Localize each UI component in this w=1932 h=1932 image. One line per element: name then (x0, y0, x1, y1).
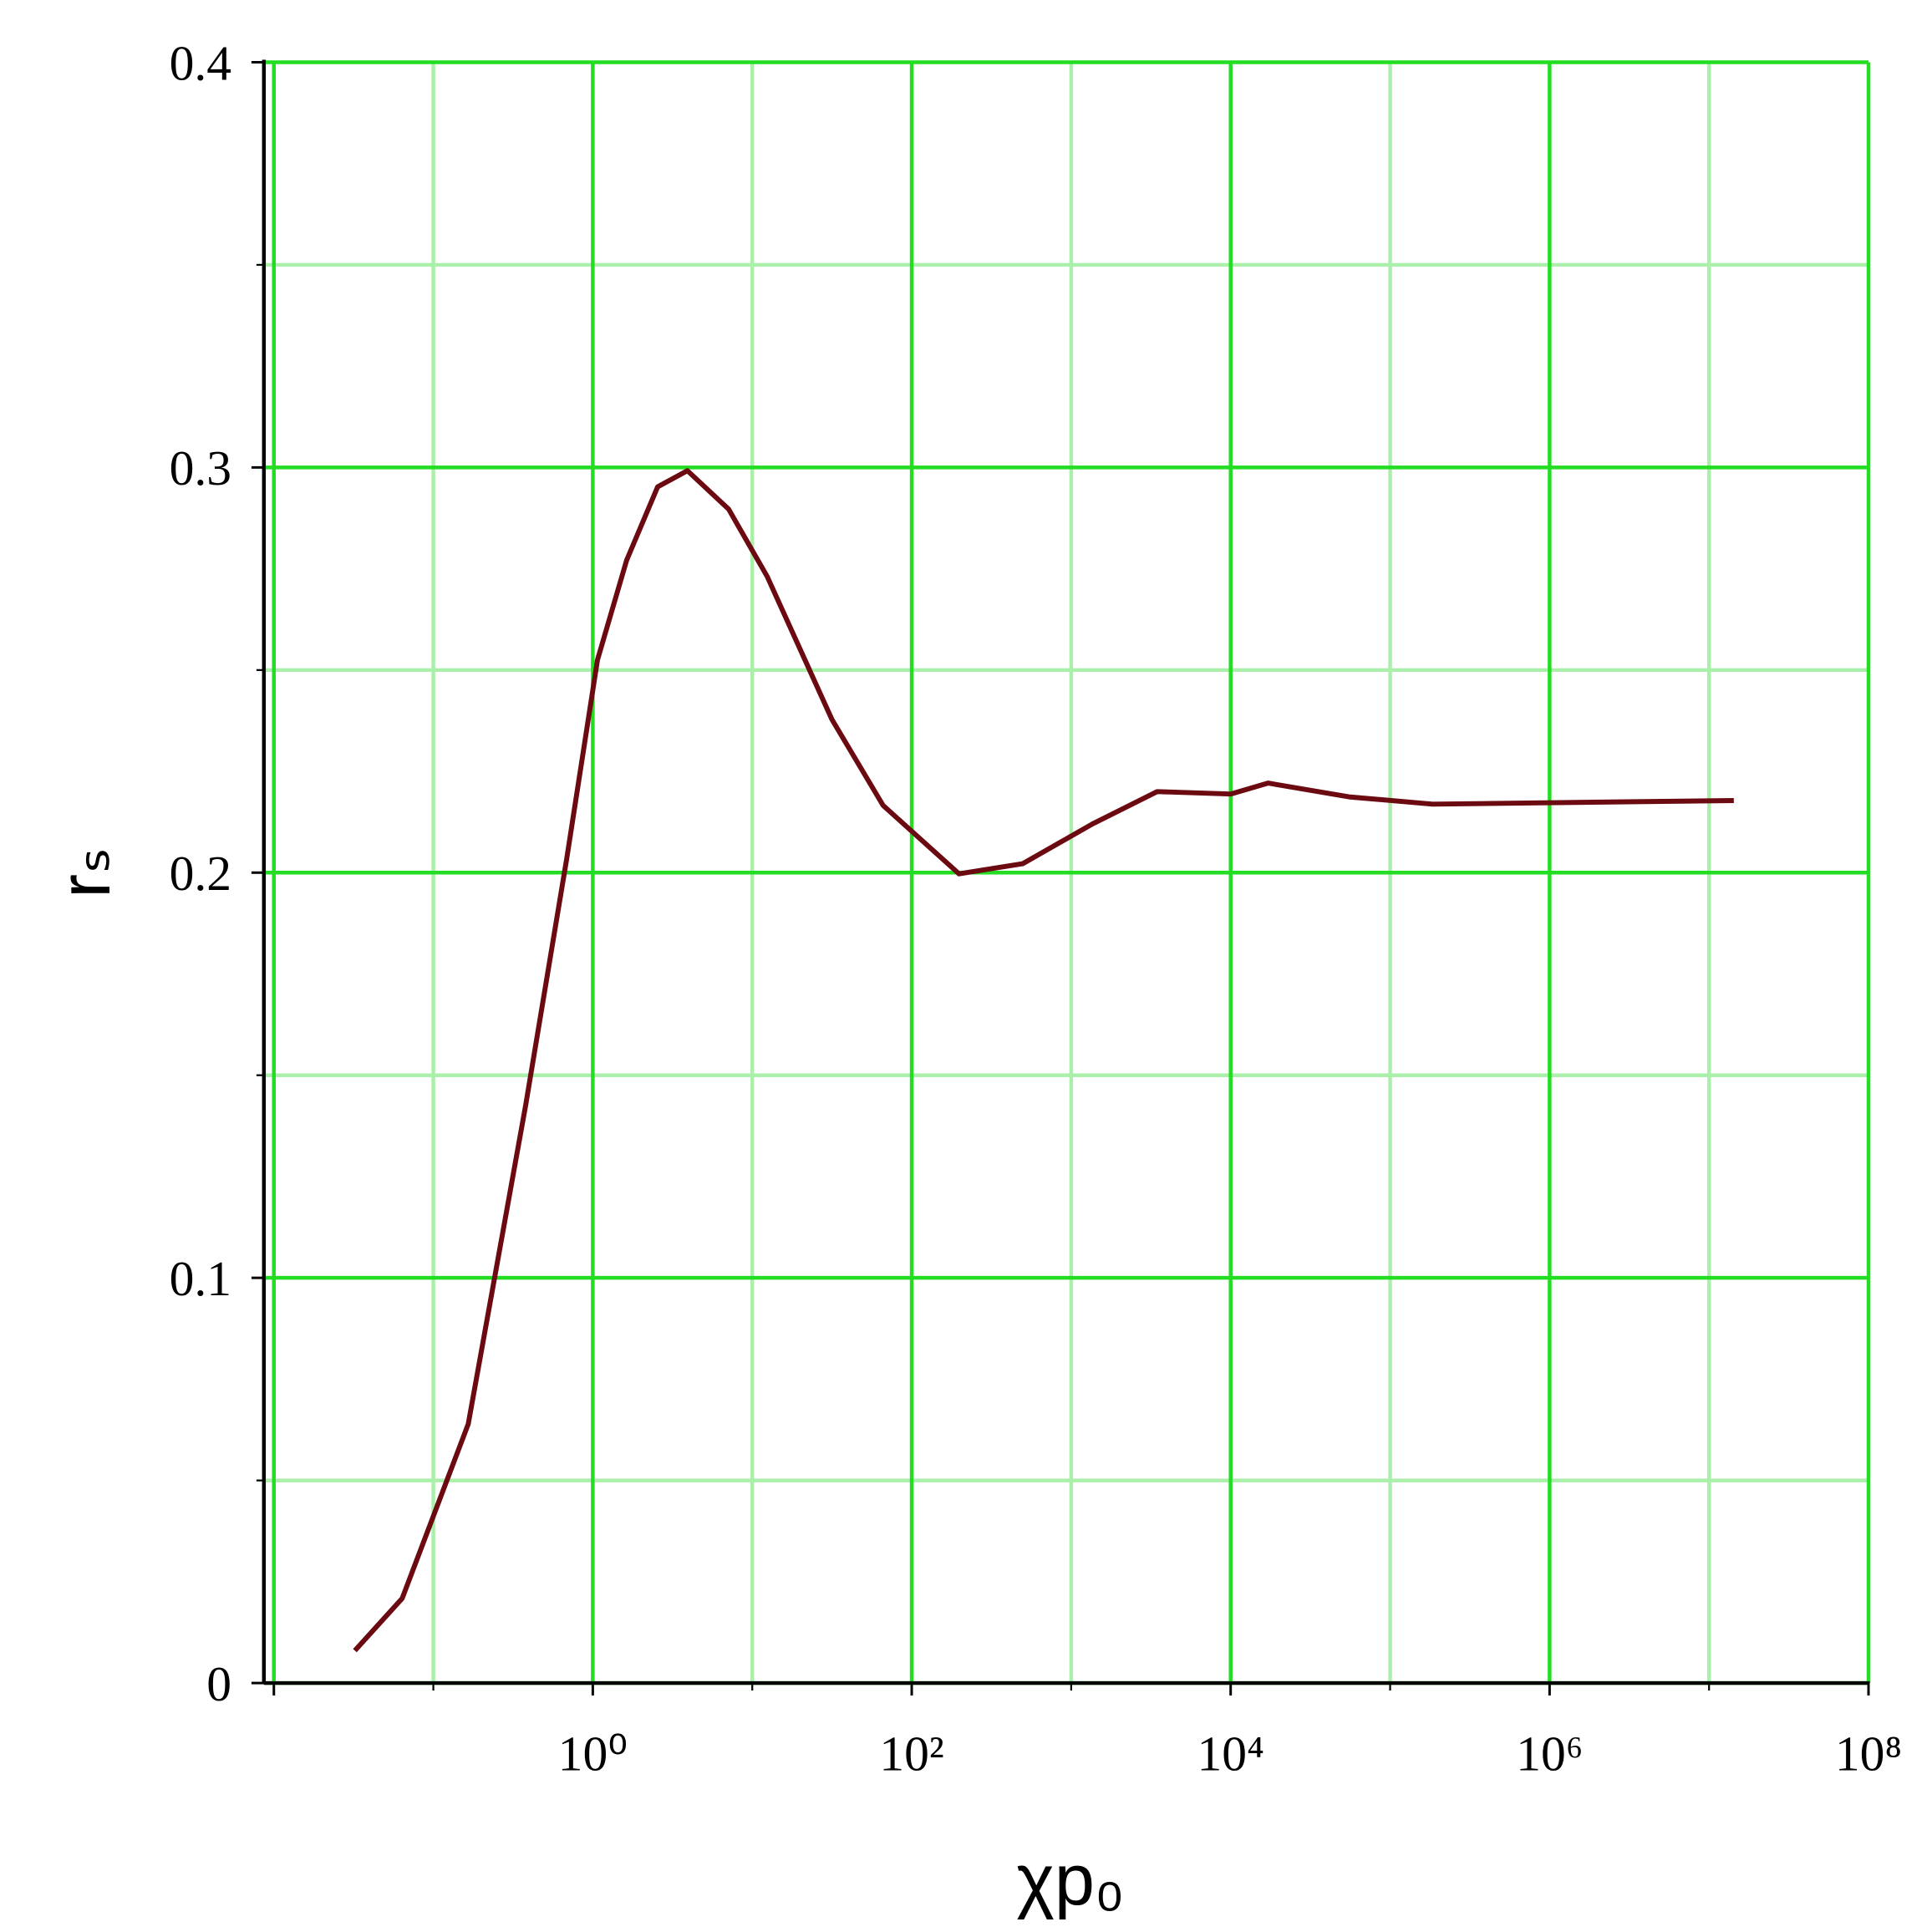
x-tick-label: 10⁸ (1835, 1726, 1902, 1781)
x-tick-label: 10⁰ (558, 1726, 628, 1781)
x-tick-label: 10² (879, 1726, 943, 1781)
data-line (353, 468, 1734, 1653)
x-axis-label: χp₀ (1017, 1840, 1125, 1920)
y-tick-label: 0.4 (170, 35, 231, 90)
y-tick-label: 0 (206, 1656, 231, 1711)
x-tick-label: 10⁴ (1197, 1726, 1264, 1781)
y-tick-label: 0.3 (170, 440, 231, 496)
y-axis-label: rₛ (45, 847, 125, 898)
x-tick-label: 10⁶ (1516, 1726, 1583, 1781)
y-tick-label: 0.1 (170, 1251, 231, 1306)
y-tick-label: 0.2 (170, 846, 231, 901)
